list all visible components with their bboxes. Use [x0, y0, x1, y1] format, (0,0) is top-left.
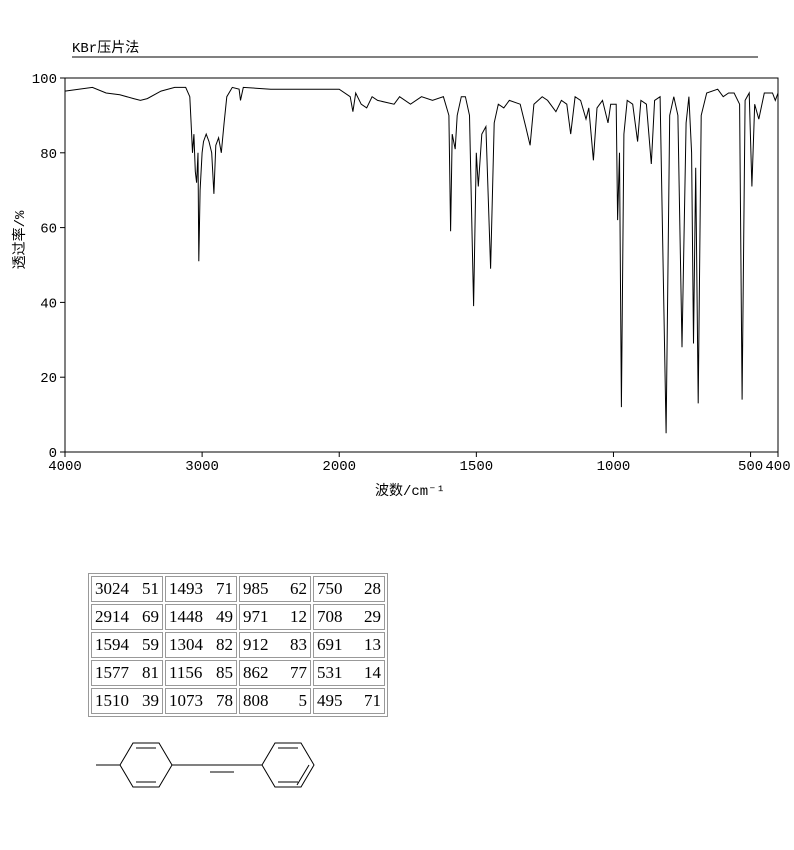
transmittance: 83	[290, 635, 307, 654]
peak-cell: 1493 71	[165, 576, 237, 602]
table-row: 3024 51 1493 71 985 62 750 28	[91, 576, 385, 602]
peak-cell: 1304 82	[165, 632, 237, 658]
x-tick-label: 1500	[460, 459, 494, 475]
transmittance: 39	[142, 691, 159, 710]
wavenumber: 1448	[169, 607, 203, 626]
peak-cell: 985 62	[239, 576, 311, 602]
peak-cell: 1594 59	[91, 632, 163, 658]
y-tick-label: 40	[40, 296, 57, 312]
y-tick-label: 80	[40, 147, 57, 163]
transmittance: 59	[142, 635, 159, 654]
table-row: 2914 69 1448 49 971 12 708 29	[91, 604, 385, 630]
transmittance: 5	[298, 691, 308, 710]
peak-cell: 1073 78	[165, 688, 237, 714]
wavenumber: 1156	[169, 663, 203, 682]
table-row: 1510 39 1073 78 808 5 495 71	[91, 688, 385, 714]
table-row: 1577 81 1156 85 862 77 531 14	[91, 660, 385, 686]
peak-cell: 495 71	[313, 688, 385, 714]
transmittance: 71	[364, 691, 381, 710]
x-axis-label: 波数/cm⁻¹	[375, 483, 445, 500]
wavenumber: 862	[243, 663, 269, 682]
chart-title: KBr压片法	[72, 40, 139, 57]
transmittance: 49	[216, 607, 233, 626]
peak-cell: 971 12	[239, 604, 311, 630]
peak-cell: 750 28	[313, 576, 385, 602]
plot-frame	[64, 77, 779, 453]
transmittance: 29	[364, 607, 381, 626]
wavenumber: 1594	[95, 635, 129, 654]
x-tick-label: 400	[765, 459, 790, 475]
peak-cell: 808 5	[239, 688, 311, 714]
wavenumber: 808	[243, 691, 269, 710]
transmittance: 71	[216, 579, 233, 598]
wavenumber: 2914	[95, 607, 129, 626]
wavenumber: 1510	[95, 691, 129, 710]
x-tick-label: 2000	[322, 459, 356, 475]
wavenumber: 1493	[169, 579, 203, 598]
transmittance: 51	[142, 579, 159, 598]
transmittance: 12	[290, 607, 307, 626]
peak-cell: 708 29	[313, 604, 385, 630]
peak-cell: 3024 51	[91, 576, 163, 602]
peak-cell: 1510 39	[91, 688, 163, 714]
y-tick-label: 20	[40, 371, 57, 387]
peak-cell: 1448 49	[165, 604, 237, 630]
transmittance: 28	[364, 579, 381, 598]
wavenumber: 985	[243, 579, 269, 598]
chart: KBr压片法 波数/cm⁻¹ 透过率/% 0 20 40 60 80 100 4000 300…	[11, 40, 791, 500]
y-tick-label: 100	[32, 72, 57, 88]
peak-cell: 691 13	[313, 632, 385, 658]
wavenumber: 531	[317, 663, 343, 682]
transmittance: 82	[216, 635, 233, 654]
transmittance: 78	[216, 691, 233, 710]
x-tick-label: 1000	[597, 459, 631, 475]
peak-cell: 2914 69	[91, 604, 163, 630]
y-tick-label: 0	[49, 446, 57, 462]
transmittance: 77	[290, 663, 307, 682]
wavenumber: 912	[243, 635, 269, 654]
peak-cell: 912 83	[239, 632, 311, 658]
transmittance: 62	[290, 579, 307, 598]
wavenumber: 495	[317, 691, 343, 710]
spectrum-line	[64, 86, 779, 434]
peak-cell: 1156 85	[165, 660, 237, 686]
transmittance: 13	[364, 635, 381, 654]
peak-cell: 1577 81	[91, 660, 163, 686]
wavenumber: 1577	[95, 663, 129, 682]
peak-table: 3024 51 1493 71 985 62 750 28 2914 69 1448 49 971 12 7…	[88, 573, 388, 717]
wavenumber: 691	[317, 635, 343, 654]
transmittance: 69	[142, 607, 159, 626]
structure	[96, 742, 315, 788]
table-row: 1594 59 1304 82 912 83 691 13	[91, 632, 385, 658]
x-tick-label: 4000	[48, 459, 82, 475]
x-tick-label: 500	[738, 459, 763, 475]
wavenumber: 1073	[169, 691, 203, 710]
wavenumber: 750	[317, 579, 343, 598]
peak-cell: 531 14	[313, 660, 385, 686]
transmittance: 85	[216, 663, 233, 682]
peak-cell: 862 77	[239, 660, 311, 686]
wavenumber: 3024	[95, 579, 129, 598]
wavenumber: 971	[243, 607, 269, 626]
wavenumber: 1304	[169, 635, 203, 654]
transmittance: 81	[142, 663, 159, 682]
y-axis-label: 透过率/%	[11, 210, 29, 269]
y-tick-label: 60	[40, 222, 57, 238]
x-tick-label: 3000	[185, 459, 219, 475]
wavenumber: 708	[317, 607, 343, 626]
transmittance: 14	[364, 663, 381, 682]
